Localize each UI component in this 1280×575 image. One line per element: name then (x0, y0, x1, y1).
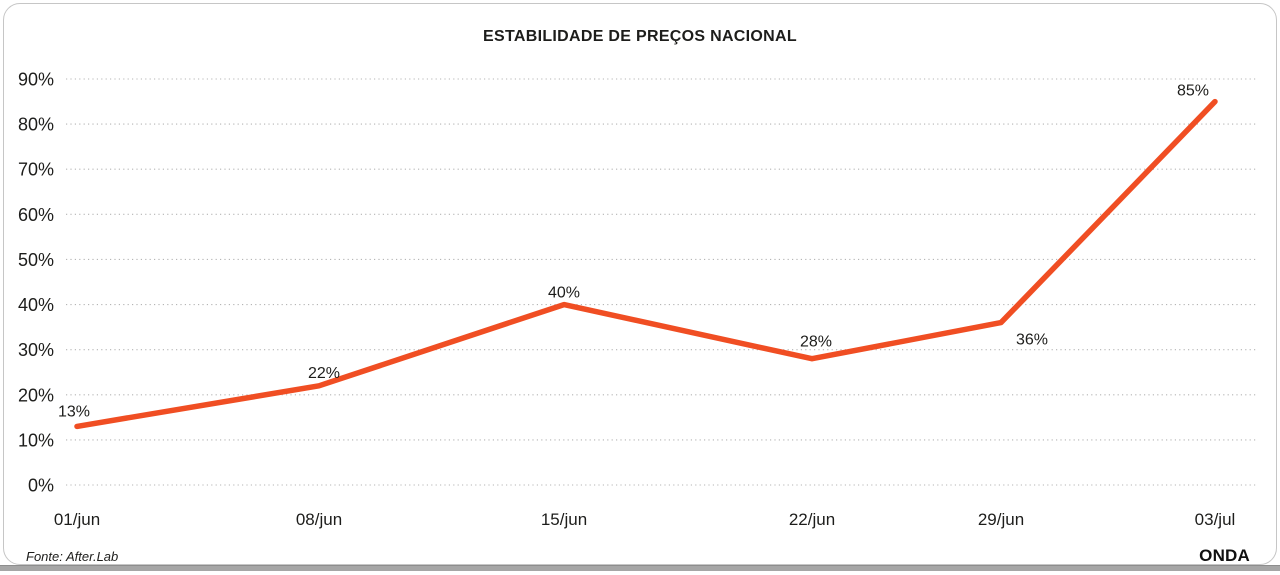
y-axis-tick-label: 40% (18, 295, 54, 315)
source-note: Fonte: After.Lab (26, 549, 118, 564)
data-label: 22% (308, 365, 340, 382)
data-label: 85% (1177, 83, 1209, 100)
y-axis-tick-label: 50% (18, 250, 54, 270)
x-axis-tick-label: 03/jul (1195, 510, 1236, 529)
y-axis-tick-label: 20% (18, 385, 54, 405)
chart-card: ESTABILIDADE DE PREÇOS NACIONAL 0%10%20%… (3, 3, 1277, 565)
x-axis-tick-label: 08/jun (296, 510, 342, 529)
y-axis-tick-label: 80% (18, 115, 54, 135)
x-axis-tick-label: 29/jun (978, 510, 1024, 529)
y-axis-tick-label: 30% (18, 340, 54, 360)
y-axis-tick-label: 60% (18, 205, 54, 225)
x-axis-tick-label: 22/jun (789, 510, 835, 529)
data-label: 28% (800, 334, 832, 351)
x-axis-tick-label: 01/jun (54, 510, 100, 529)
data-label: 40% (548, 285, 580, 302)
line-chart: 0% 10% 20% 30% 40% 50% 60% 70% 80% 90% 01/jun 08/ju… (4, 4, 1280, 575)
y-axis-tick-label: 0% (28, 476, 54, 496)
brand-logo: ONDA (1199, 546, 1250, 566)
series-line (77, 102, 1215, 427)
y-axis-tick-label: 10% (18, 430, 54, 450)
data-label: 36% (1016, 332, 1048, 349)
data-label: 13% (58, 403, 90, 420)
y-axis-tick-label: 70% (18, 160, 54, 180)
y-axis-tick-label: 90% (18, 70, 54, 90)
x-axis-tick-label: 15/jun (541, 510, 587, 529)
